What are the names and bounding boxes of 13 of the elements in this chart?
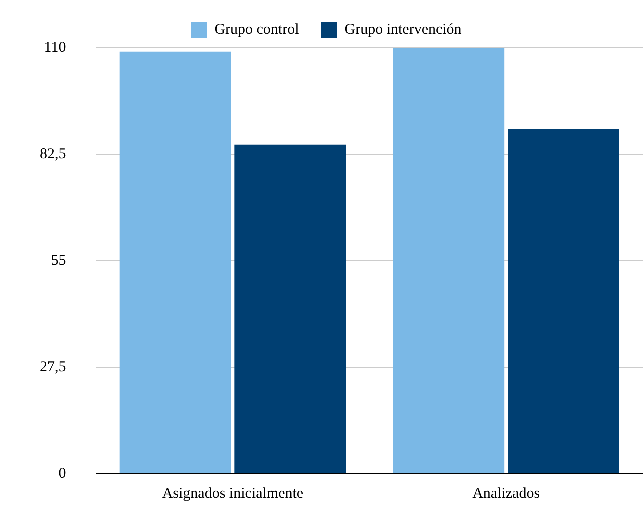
bar xyxy=(120,52,232,474)
legend-label: Grupo control xyxy=(214,22,300,38)
bar xyxy=(508,129,620,474)
bar xyxy=(393,48,505,474)
y-tick-label: 82,5 xyxy=(40,146,66,162)
x-tick-label: Asignados inicialmente xyxy=(162,486,304,502)
bar xyxy=(234,144,346,474)
y-tick-label: 27,5 xyxy=(40,359,66,376)
x-tick-label: Analizados xyxy=(472,486,540,502)
y-tick-label: 0 xyxy=(58,466,66,482)
legend-label: Grupo intervención xyxy=(344,22,462,38)
y-tick-label: 55 xyxy=(51,252,66,269)
y-tick-label: 110 xyxy=(44,40,66,56)
